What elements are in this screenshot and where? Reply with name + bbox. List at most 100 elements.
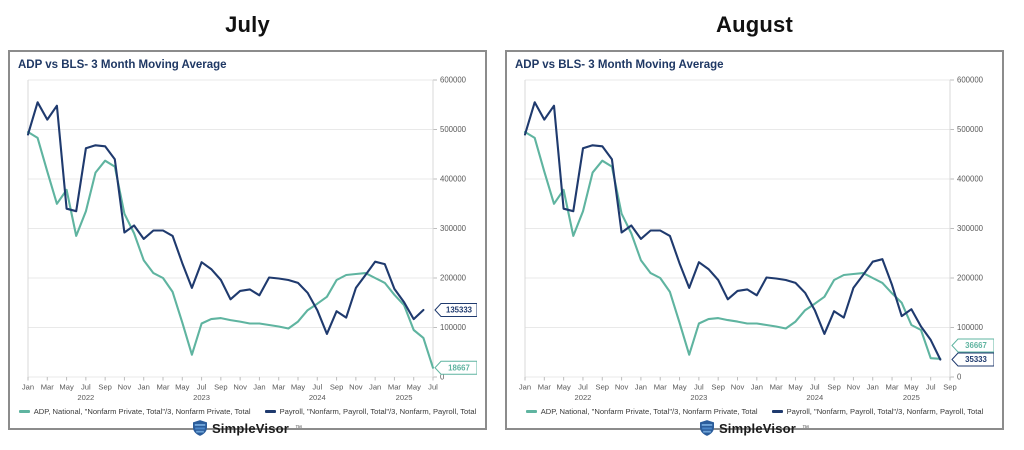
chart-block-july: July ADP vs BLS- 3 Month Moving Average … bbox=[8, 0, 487, 436]
x-tick-label: Sep bbox=[330, 383, 344, 392]
x-tick-label: Sep bbox=[943, 383, 957, 392]
y-tick-label: 500000 bbox=[440, 125, 467, 134]
x-tick-label: Jan bbox=[369, 383, 381, 392]
value-callout: 36667 bbox=[951, 338, 994, 353]
year-label: 2022 bbox=[77, 393, 94, 402]
x-tick-label: May bbox=[175, 383, 190, 392]
value-callout: 135333 bbox=[434, 303, 477, 318]
x-tick-label: May bbox=[556, 383, 571, 392]
x-tick-label: Sep bbox=[827, 383, 841, 392]
y-tick-label: 400000 bbox=[440, 175, 467, 184]
x-tick-label: Jan bbox=[22, 383, 34, 392]
y-tick-label: 100000 bbox=[957, 323, 984, 332]
legend-item-payroll: Payroll, "Nonfarm, Payroll, Total"/3, No… bbox=[264, 407, 477, 416]
value-callout-text: 35333 bbox=[965, 355, 987, 364]
x-tick-label: Jan bbox=[751, 383, 763, 392]
x-tick-label: May bbox=[291, 383, 306, 392]
brand-trademark: ™ bbox=[295, 424, 303, 432]
chart-title: ADP vs BLS- 3 Month Moving Average bbox=[18, 59, 227, 71]
payroll-line-swatch bbox=[771, 410, 783, 413]
x-tick-label: Sep bbox=[98, 383, 112, 392]
x-tick-label: Nov bbox=[118, 383, 132, 392]
brand-footer: SimpleVisor ™ bbox=[18, 420, 477, 436]
x-tick-label: Nov bbox=[615, 383, 629, 392]
year-label: 2024 bbox=[309, 393, 326, 402]
y-tick-label: 300000 bbox=[440, 224, 467, 233]
x-tick-label: Mar bbox=[41, 383, 55, 392]
y-tick-label: 300000 bbox=[957, 224, 984, 233]
x-tick-label: May bbox=[672, 383, 687, 392]
x-tick-label: Jul bbox=[578, 383, 588, 392]
x-tick-label: May bbox=[788, 383, 803, 392]
x-tick-label: Jul bbox=[312, 383, 322, 392]
chart-block-august: August ADP vs BLS- 3 Month Moving Averag… bbox=[505, 0, 1004, 436]
gridlines bbox=[525, 79, 950, 378]
x-tick-label: Jan bbox=[519, 383, 531, 392]
x-tick-label: Mar bbox=[388, 383, 402, 392]
y-tick-label: 600000 bbox=[440, 76, 467, 85]
x-tick-label: Mar bbox=[770, 383, 784, 392]
legend-item-adp: ADP, National, "Nonfarm Private, Total"/… bbox=[18, 407, 251, 416]
year-label: 2023 bbox=[690, 393, 707, 402]
gridlines bbox=[28, 79, 433, 378]
x-axis: Jan Mar May Jul Sep Nov Jan Mar May Jul Sep Nov Jan M… bbox=[22, 377, 438, 402]
x-tick-label: Jan bbox=[138, 383, 150, 392]
chart-legend: ADP, National, "Nonfarm Private, Total"/… bbox=[515, 407, 994, 416]
x-tick-label: Nov bbox=[847, 383, 861, 392]
x-tick-label: Nov bbox=[349, 383, 363, 392]
x-tick-label: May bbox=[904, 383, 919, 392]
brand-name: SimpleVisor bbox=[211, 420, 290, 436]
x-tick-label: Mar bbox=[538, 383, 552, 392]
y-tick-label: 100000 bbox=[440, 323, 467, 332]
y-tick-label: 0 bbox=[957, 373, 962, 382]
x-tick-label: Jan bbox=[867, 383, 879, 392]
series-line-adp bbox=[26, 130, 435, 369]
y-axis: 600000 500000 400000 300000 200000 100000 0 bbox=[433, 76, 467, 382]
x-tick-label: Mar bbox=[886, 383, 900, 392]
x-tick-label: Jan bbox=[635, 383, 647, 392]
brand-trademark: ™ bbox=[802, 424, 810, 432]
x-tick-label: Sep bbox=[711, 383, 725, 392]
year-label: 2022 bbox=[575, 393, 592, 402]
value-callout: 18667 bbox=[434, 360, 477, 375]
x-tick-label: Jul bbox=[926, 383, 936, 392]
x-tick-label: Nov bbox=[731, 383, 745, 392]
y-tick-label: 0 bbox=[440, 373, 445, 382]
legend-label: ADP, National, "Nonfarm Private, Total"/… bbox=[33, 407, 251, 416]
x-tick-label: May bbox=[59, 383, 74, 392]
x-tick-label: Jul bbox=[81, 383, 91, 392]
x-tick-label: Jul bbox=[810, 383, 820, 392]
x-tick-label: Mar bbox=[272, 383, 286, 392]
chart-title: ADP vs BLS- 3 Month Moving Average bbox=[515, 59, 724, 71]
simplevisor-shield-icon bbox=[192, 420, 207, 436]
line-chart: 6000005000004000003000002000001000000Jan… bbox=[22, 76, 477, 402]
month-heading: July bbox=[225, 12, 270, 37]
simplevisor-shield-icon bbox=[699, 420, 714, 436]
x-tick-label: Sep bbox=[596, 383, 610, 392]
chart-legend: ADP, National, "Nonfarm Private, Total"/… bbox=[18, 407, 477, 416]
y-tick-label: 200000 bbox=[440, 274, 467, 283]
x-tick-label: Jul bbox=[197, 383, 207, 392]
year-label: 2024 bbox=[806, 393, 823, 402]
line-chart: 6000005000004000003000002000001000000Jan… bbox=[519, 76, 994, 402]
x-tick-label: May bbox=[407, 383, 422, 392]
x-tick-label: Jan bbox=[253, 383, 265, 392]
series-line-payroll bbox=[26, 101, 425, 335]
y-tick-label: 400000 bbox=[957, 175, 984, 184]
x-tick-label: Jul bbox=[428, 383, 438, 392]
series-line-adp bbox=[523, 130, 942, 360]
year-label: 2025 bbox=[903, 393, 920, 402]
payroll-line-swatch bbox=[264, 410, 276, 413]
chart-card: ADP vs BLS- 3 Month Moving Average 60000… bbox=[505, 50, 1004, 436]
value-callout-text: 135333 bbox=[446, 306, 473, 315]
adp-line-swatch bbox=[525, 410, 537, 413]
x-tick-label: Mar bbox=[654, 383, 668, 392]
series-line-payroll bbox=[523, 101, 942, 361]
month-heading: August bbox=[716, 12, 793, 37]
x-tick-label: Sep bbox=[214, 383, 228, 392]
adp-line-swatch bbox=[18, 410, 30, 413]
value-callout-text: 18667 bbox=[448, 363, 470, 372]
legend-label: Payroll, "Nonfarm, Payroll, Total"/3, No… bbox=[279, 407, 477, 416]
y-axis: 600000 500000 400000 300000 200000 100000 0 bbox=[950, 76, 984, 382]
y-tick-label: 200000 bbox=[957, 274, 984, 283]
